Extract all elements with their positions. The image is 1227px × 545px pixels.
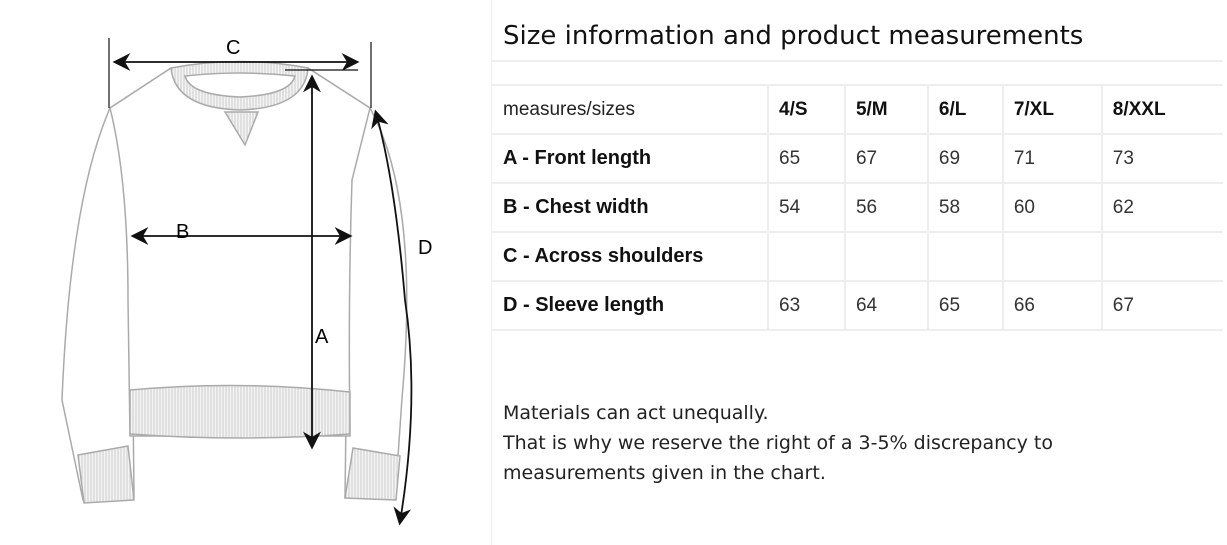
size-header: 4/S — [767, 85, 845, 135]
cell: 56 — [843, 183, 928, 233]
row-label: C - Across shoulders — [492, 232, 768, 282]
cell: 54 — [767, 183, 845, 233]
cell: 63 — [767, 281, 845, 331]
cell: 62 — [1100, 183, 1223, 233]
spacer-row — [492, 62, 1223, 84]
row-label: D - Sleeve length — [492, 281, 768, 331]
table-row: A - Front length 65 67 69 71 73 — [492, 134, 1223, 184]
size-header: 8/XXL — [1100, 85, 1223, 135]
cell: 66 — [1001, 281, 1102, 331]
size-table: measures/sizes 4/S 5/M 6/L 7/XL 8/XXL A … — [492, 84, 1223, 331]
sweater-measurement-diagram: C B A D — [61, 37, 432, 526]
cell: 65 — [767, 134, 845, 184]
cell — [843, 232, 928, 282]
note-line: Materials can act unequally. — [503, 402, 769, 424]
cell: 65 — [926, 281, 1003, 331]
header-label: measures/sizes — [492, 85, 768, 135]
cell: 73 — [1100, 134, 1223, 184]
label-d: D — [418, 237, 432, 259]
cell: 69 — [926, 134, 1003, 184]
label-c: C — [226, 37, 240, 59]
table-header-row: measures/sizes 4/S 5/M 6/L 7/XL 8/XXL — [492, 85, 1223, 135]
cell: 67 — [843, 134, 928, 184]
disclaimer-notes: Materials can act unequally. That is why… — [503, 398, 1053, 488]
row-label: A - Front length — [492, 134, 768, 184]
cell — [1100, 232, 1223, 282]
note-line: measurements given in the chart. — [503, 462, 826, 484]
row-label: B - Chest width — [492, 183, 768, 233]
cell: 58 — [926, 183, 1003, 233]
size-header: 7/XL — [1001, 85, 1102, 135]
cell — [926, 232, 1003, 282]
measurement-arrows — [108, 38, 413, 526]
cell: 71 — [1001, 134, 1102, 184]
size-info-panel: Size information and product measurement… — [491, 0, 1224, 545]
cell: 67 — [1100, 281, 1223, 331]
table-row: B - Chest width 54 56 58 60 62 — [492, 183, 1223, 233]
label-b: B — [176, 221, 189, 243]
size-header: 5/M — [843, 85, 928, 135]
panel-title: Size information and product measurement… — [492, 0, 1223, 62]
table-row: D - Sleeve length 63 64 65 66 67 — [492, 281, 1223, 331]
table-row: C - Across shoulders — [492, 232, 1223, 282]
label-a: A — [315, 326, 329, 348]
note-line: That is why we reserve the right of a 3-… — [503, 432, 1053, 454]
cell — [1001, 232, 1102, 282]
cell — [767, 232, 845, 282]
cell: 60 — [1001, 183, 1102, 233]
size-header: 6/L — [926, 85, 1003, 135]
cell: 64 — [843, 281, 928, 331]
sweater-outline — [61, 60, 408, 504]
